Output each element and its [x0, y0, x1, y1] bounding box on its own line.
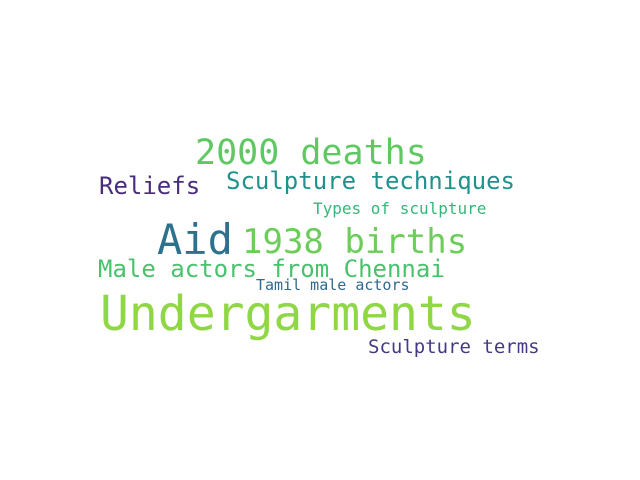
word-sculpture-terms: Sculpture terms	[368, 336, 540, 358]
word-reliefs: Reliefs	[99, 172, 201, 200]
word-undergarments: Undergarments	[100, 286, 476, 342]
word-male-actors-from-chennai: Male actors from Chennai	[98, 255, 445, 283]
word-sculpture-techniques: Sculpture techniques	[226, 167, 515, 195]
word-aid: Aid	[157, 215, 233, 264]
word-tamil-male-actors: Tamil male actors	[256, 276, 410, 294]
word-2000-deaths: 2000 deaths	[195, 133, 427, 173]
word-1938-births: 1938 births	[242, 222, 468, 262]
word-types-of-sculpture: Types of sculpture	[313, 199, 487, 218]
